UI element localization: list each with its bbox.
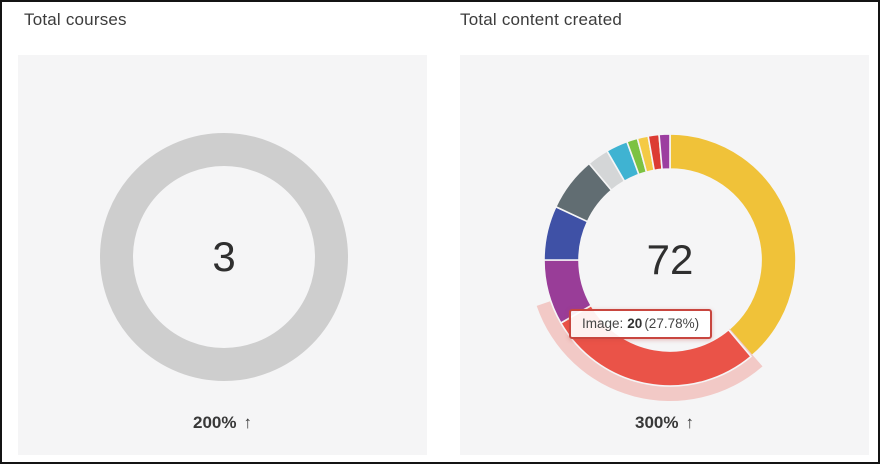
total-courses-donut-chart[interactable] (18, 55, 427, 455)
up-arrow-icon: ↑ (243, 413, 252, 432)
donut-segment[interactable] (669, 133, 797, 358)
donut-center-value: 3 (212, 233, 236, 280)
tooltip-value: 20 (627, 316, 643, 331)
total-courses-card: 3 200% ↑ (18, 55, 427, 455)
growth-label: 200% ↑ (18, 413, 427, 433)
donut-center-value: 72 (646, 236, 694, 283)
tooltip-percent: (27.78%) (644, 316, 700, 331)
donut-ring (100, 133, 348, 381)
growth-label: 300% ↑ (460, 413, 869, 433)
tooltip-label: Image: (582, 316, 624, 331)
donut-segment[interactable] (658, 133, 671, 171)
chart-tooltip: Image: 20 (27.78%) (569, 309, 713, 339)
total-content-card: 72 Image: 20 (27.78%) 300% ↑ (460, 55, 869, 455)
growth-percent: 300% (635, 413, 679, 432)
total-content-title: Total content created (460, 10, 623, 29)
growth-percent: 200% (193, 413, 237, 432)
up-arrow-icon: ↑ (685, 413, 694, 432)
total-courses-title: Total courses (24, 10, 127, 29)
